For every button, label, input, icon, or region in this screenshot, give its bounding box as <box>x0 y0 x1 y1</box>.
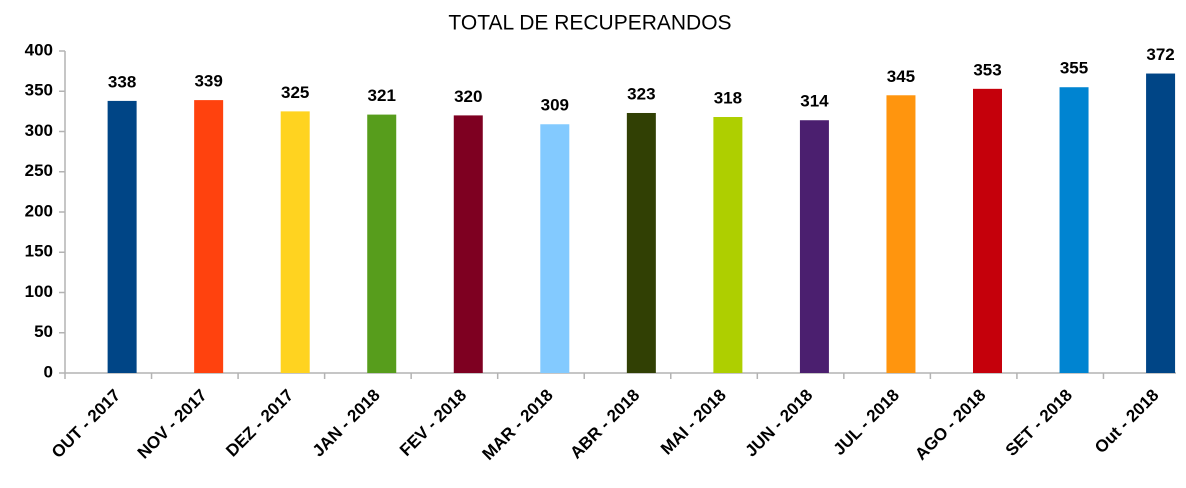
x-tick-label: ABR - 2018 <box>566 386 643 463</box>
x-tick-label: JUN - 2018 <box>742 386 817 461</box>
value-label: 338 <box>108 72 136 91</box>
value-label: 323 <box>627 84 655 103</box>
x-tick-label: DEZ - 2017 <box>222 386 297 461</box>
value-label: 325 <box>281 83 309 102</box>
bar <box>713 117 743 373</box>
bar <box>367 114 397 373</box>
bar <box>973 88 1002 374</box>
bar <box>453 115 483 374</box>
x-tick-label: NOV - 2017 <box>134 386 211 463</box>
value-label: 339 <box>194 72 222 91</box>
x-tick-label: MAR - 2018 <box>479 386 557 464</box>
value-label: 309 <box>541 96 569 115</box>
value-label: 320 <box>454 87 482 106</box>
y-tick-label: 350 <box>25 81 53 100</box>
x-tick-label: SET - 2018 <box>1002 386 1076 460</box>
value-label: 353 <box>973 60 1001 79</box>
bar <box>540 124 570 373</box>
y-tick-label: 0 <box>44 362 53 381</box>
x-tick-label: JUL - 2018 <box>830 386 903 459</box>
value-label: 372 <box>1146 45 1174 64</box>
x-tick-label: FEV - 2018 <box>396 386 470 460</box>
value-label: 321 <box>368 86 396 105</box>
y-tick-label: 200 <box>25 201 53 220</box>
bar <box>626 112 656 374</box>
bar <box>107 100 137 373</box>
bar <box>194 100 224 373</box>
y-tick-label: 50 <box>34 322 53 341</box>
bar <box>1059 87 1089 373</box>
y-tick-label: 300 <box>25 121 53 140</box>
bar <box>280 111 310 373</box>
x-tick-label: JAN - 2018 <box>309 386 384 461</box>
bar <box>886 95 916 374</box>
value-label: 355 <box>1060 59 1088 78</box>
y-tick-label: 100 <box>25 282 53 301</box>
bar <box>799 120 829 373</box>
y-tick-label: 250 <box>25 161 53 180</box>
x-tick-label: Out - 2018 <box>1091 386 1163 458</box>
chart-title: TOTAL DE RECUPERANDOS <box>448 12 731 35</box>
x-tick-label: OUT - 2017 <box>48 386 124 462</box>
y-tick-label: 400 <box>25 40 53 59</box>
value-label: 345 <box>887 67 915 86</box>
y-tick-label: 150 <box>25 242 53 261</box>
bar <box>1146 73 1176 373</box>
x-tick-label: MAI - 2018 <box>657 386 730 459</box>
x-tick-label: AGO - 2018 <box>911 386 989 464</box>
value-label: 318 <box>714 88 742 107</box>
value-label: 314 <box>800 92 829 111</box>
